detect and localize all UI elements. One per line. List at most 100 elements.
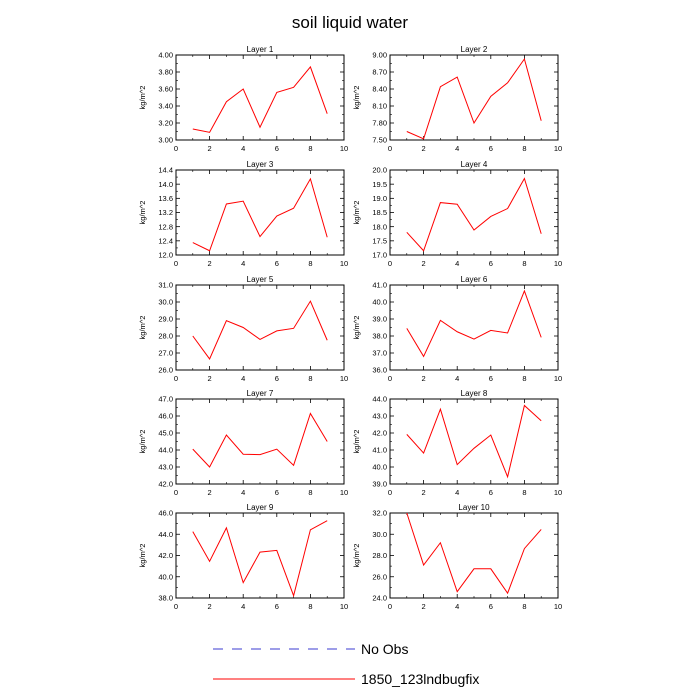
panel-layer-3: Layer 3 kg/m^2 0 2 4 6 8 10 12.0 12.4 12.8 13.2 13.6… (138, 160, 348, 268)
y-tick-label: 19.5 (372, 180, 387, 189)
x-tick-label: 0 (388, 259, 392, 268)
y-tick-label: 46.0 (158, 412, 173, 421)
y-tick-label: 19.0 (372, 194, 387, 203)
x-tick-label: 6 (275, 374, 279, 383)
x-tick-label: 0 (388, 374, 392, 383)
y-tick-label: 42.0 (158, 551, 173, 560)
y-axis-label: kg/m^2 (138, 430, 147, 454)
panel-layer-4: Layer 4 kg/m^2 0 2 4 6 8 10 17.0 17.5 18.0 18.5 19.0… (352, 160, 562, 268)
y-tick-label: 12.4 (158, 236, 173, 245)
x-tick-label: 4 (455, 259, 459, 268)
y-tick-label: 3.80 (158, 68, 173, 77)
y-axis-label: kg/m^2 (352, 316, 361, 340)
x-tick-label: 4 (455, 144, 459, 153)
series-line (192, 177, 328, 252)
y-tick-label: 12.8 (158, 222, 173, 231)
series-line (406, 512, 542, 595)
x-tick-label: 2 (208, 602, 212, 611)
x-tick-label: 10 (554, 144, 562, 153)
y-tick-label: 40.0 (158, 572, 173, 581)
y-tick-label: 20.0 (372, 166, 387, 175)
x-tick-label: 6 (489, 259, 493, 268)
y-tick-label: 28.0 (158, 332, 173, 341)
y-tick-label: 26.0 (158, 366, 173, 375)
y-tick-label: 14.4 (158, 166, 173, 175)
legend: No Obs 1850_123lndbugfix (213, 641, 479, 687)
panel-title: Layer 9 (247, 503, 274, 512)
y-tick-label: 4.00 (158, 51, 173, 60)
x-tick-label: 2 (208, 144, 212, 153)
plot-frame (175, 284, 345, 371)
y-axis-label: kg/m^2 (138, 316, 147, 340)
panel-layer-2: Layer 2 kg/m^2 0 2 4 6 8 10 7.50 7.80 8.10 8.40 8.70… (352, 45, 562, 153)
x-tick-label: 10 (554, 488, 562, 497)
y-tick-label: 41.0 (372, 281, 387, 290)
series-line (406, 404, 542, 479)
panel-title: Layer 6 (461, 275, 488, 284)
y-tick-label: 18.0 (372, 222, 387, 231)
y-tick-label: 45.0 (158, 429, 173, 438)
panel-layer-5: Layer 5 kg/m^2 0 2 4 6 8 10 26.0 27.0 28.0 29.0 30.0… (138, 275, 348, 383)
x-tick-label: 4 (241, 144, 245, 153)
y-axis-label: kg/m^2 (138, 201, 147, 225)
x-tick-label: 8 (308, 602, 312, 611)
x-tick-label: 8 (308, 259, 312, 268)
y-tick-label: 37.0 (372, 349, 387, 358)
y-tick-label: 47.0 (158, 395, 173, 404)
y-tick-label: 44.0 (372, 395, 387, 404)
x-tick-label: 0 (174, 144, 178, 153)
x-tick-label: 10 (554, 602, 562, 611)
y-tick-label: 28.0 (372, 551, 387, 560)
y-tick-label: 7.80 (372, 119, 387, 128)
x-tick-label: 6 (489, 602, 493, 611)
x-tick-label: 10 (340, 488, 348, 497)
panel-title: Layer 1 (247, 45, 274, 54)
y-tick-label: 38.0 (372, 332, 387, 341)
y-tick-label: 40.0 (372, 463, 387, 472)
y-tick-label: 17.0 (372, 251, 387, 260)
y-tick-label: 13.6 (158, 194, 173, 203)
x-tick-label: 2 (422, 488, 426, 497)
y-tick-label: 44.0 (158, 530, 173, 539)
y-tick-label: 41.0 (372, 446, 387, 455)
y-tick-label: 39.0 (372, 480, 387, 489)
y-tick-label: 14.0 (158, 180, 173, 189)
panel-title: Layer 5 (247, 275, 274, 284)
panel-title: Layer 3 (247, 160, 274, 169)
y-tick-label: 12.0 (158, 251, 173, 260)
series-line (406, 57, 542, 140)
x-tick-label: 8 (522, 602, 526, 611)
y-tick-label: 30.0 (372, 530, 387, 539)
y-tick-label: 26.0 (372, 572, 387, 581)
x-tick-label: 8 (522, 374, 526, 383)
y-tick-label: 9.00 (372, 51, 387, 60)
panel-title: Layer 8 (461, 389, 488, 398)
x-tick-label: 10 (554, 374, 562, 383)
x-tick-label: 0 (174, 488, 178, 497)
x-tick-label: 8 (522, 259, 526, 268)
panel-layer-1: Layer 1 kg/m^2 0 2 4 6 8 10 3.00 3.20 3.40 3.60 3.80… (138, 45, 348, 153)
x-tick-label: 10 (340, 144, 348, 153)
x-tick-label: 2 (422, 374, 426, 383)
series-line (406, 177, 542, 252)
x-tick-label: 8 (308, 488, 312, 497)
x-tick-label: 2 (208, 374, 212, 383)
y-tick-label: 31.0 (158, 281, 173, 290)
series-line (192, 65, 328, 133)
x-tick-label: 2 (422, 259, 426, 268)
y-tick-label: 8.10 (372, 102, 387, 111)
x-tick-label: 4 (241, 259, 245, 268)
x-tick-label: 0 (174, 602, 178, 611)
y-axis-label: kg/m^2 (352, 201, 361, 225)
y-tick-label: 38.0 (158, 594, 173, 603)
x-tick-label: 6 (489, 144, 493, 153)
y-tick-label: 36.0 (372, 366, 387, 375)
y-tick-label: 44.0 (158, 446, 173, 455)
plot-frame (175, 169, 345, 256)
y-tick-label: 17.5 (372, 236, 387, 245)
x-tick-label: 2 (208, 259, 212, 268)
x-tick-label: 10 (340, 259, 348, 268)
y-tick-label: 3.20 (158, 119, 173, 128)
y-tick-label: 32.0 (372, 509, 387, 518)
y-tick-label: 3.00 (158, 136, 173, 145)
